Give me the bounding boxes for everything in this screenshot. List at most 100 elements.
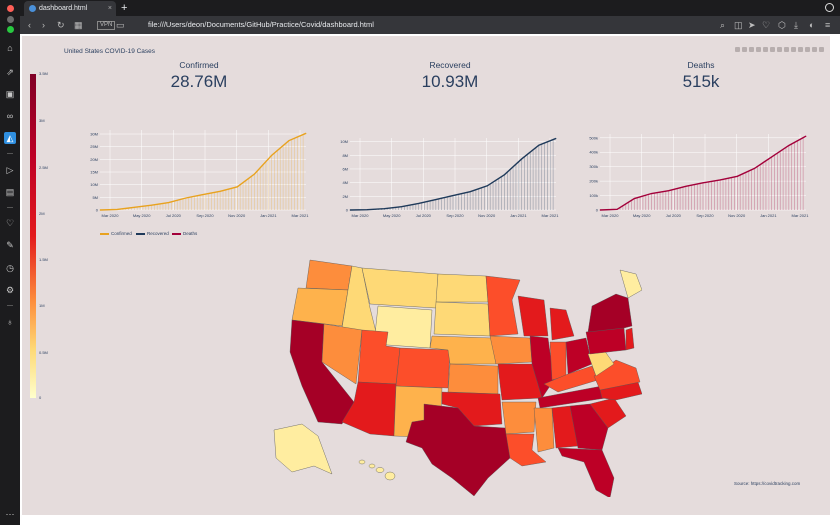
dashboard-title: United States COVID-19 Cases: [64, 48, 156, 55]
autoscale-icon[interactable]: [784, 47, 789, 52]
colorbar-tick: 2.5M: [39, 165, 48, 170]
zoom-window-button[interactable]: [7, 26, 14, 33]
zoom-icon[interactable]: [742, 47, 747, 52]
new-tab-button[interactable]: +: [121, 2, 128, 14]
send-icon[interactable]: ➤: [748, 20, 756, 30]
home-icon[interactable]: ⌂: [7, 43, 13, 53]
browser-tab[interactable]: dashboard.html ×: [24, 1, 116, 16]
state-nevada[interactable]: [321, 323, 363, 385]
more-icon[interactable]: ⋯: [5, 509, 15, 519]
toggle-icon[interactable]: ◐: [809, 20, 815, 30]
lightbulb-icon[interactable]: ♁: [6, 317, 14, 327]
sidebar-divider: [7, 207, 13, 208]
reset-icon[interactable]: [791, 47, 796, 52]
tab-search-icon[interactable]: [825, 3, 834, 12]
plot-modebar[interactable]: [733, 39, 824, 57]
reload-icon[interactable]: ↻: [57, 20, 65, 30]
state-missouri[interactable]: [497, 363, 543, 401]
forward-icon[interactable]: ›: [42, 20, 45, 30]
bike-icon[interactable]: ∞: [6, 111, 14, 121]
data-point: [452, 195, 454, 196]
active-app-icon[interactable]: ◭: [4, 132, 16, 144]
minimize-window-button[interactable]: [7, 16, 14, 23]
state-pennsylvania[interactable]: [585, 327, 627, 355]
x-tick-label: Mar 2021: [542, 213, 560, 218]
search-icon[interactable]: ⌕: [720, 20, 726, 30]
state-wisconsin[interactable]: [517, 295, 549, 337]
plotly-logo-icon[interactable]: [819, 47, 824, 52]
rocket-icon[interactable]: ⇗: [6, 67, 14, 77]
spike-icon[interactable]: [798, 47, 803, 52]
state-kansas[interactable]: [447, 363, 499, 395]
hover-icon[interactable]: [805, 47, 810, 52]
state-new-jersey[interactable]: [625, 327, 635, 351]
state-mississippi[interactable]: [533, 407, 555, 453]
heart-icon[interactable]: ♡: [762, 20, 771, 30]
play-icon[interactable]: ▷: [6, 165, 14, 175]
x-tick-label: Sep 2020: [196, 213, 214, 218]
x-tick-label: Mar 2020: [602, 213, 620, 218]
state-south-dakota[interactable]: [433, 301, 491, 337]
browser-toolbar: ‹ › ↻ ▦ VPN ▭ file:///Users/deon/Documen…: [20, 16, 840, 34]
state-arizona[interactable]: [341, 381, 397, 437]
legend-confirmed[interactable]: Confirmed: [100, 231, 132, 236]
state-arkansas[interactable]: [501, 401, 537, 435]
state-north-dakota[interactable]: [435, 273, 489, 303]
state-hawaii[interactable]: [358, 459, 396, 481]
legend-swatch: [172, 232, 181, 235]
close-window-button[interactable]: [7, 5, 14, 12]
state-colorado[interactable]: [395, 347, 451, 389]
state-oregon[interactable]: [291, 287, 349, 327]
gamepad-icon[interactable]: ▣: [5, 89, 15, 99]
globe-icon: [29, 5, 36, 12]
compare-icon[interactable]: [812, 47, 817, 52]
wallet-icon[interactable]: ▤: [5, 187, 15, 197]
download-icon[interactable]: ⤓: [794, 20, 798, 30]
select-icon[interactable]: [756, 47, 761, 52]
state-michigan[interactable]: [549, 307, 575, 341]
y-tick-label: 6M: [342, 166, 348, 171]
legend-recovered[interactable]: Recovered: [136, 231, 169, 236]
pan-icon[interactable]: [749, 47, 754, 52]
state-new-york[interactable]: [587, 293, 633, 333]
state-florida[interactable]: [557, 447, 615, 497]
state-indiana[interactable]: [549, 341, 567, 381]
state-maine[interactable]: [619, 269, 642, 299]
settings-icon[interactable]: ⚙: [5, 285, 15, 295]
data-point: [668, 190, 670, 192]
data-point: [788, 145, 790, 146]
clock-icon[interactable]: ◷: [6, 263, 14, 273]
data-point: [616, 208, 618, 210]
vpn-badge[interactable]: VPN: [97, 21, 116, 30]
state-minnesota[interactable]: [485, 275, 521, 337]
state-texas[interactable]: [405, 403, 511, 497]
state-alaska[interactable]: [273, 423, 333, 475]
heart-sidebar-icon[interactable]: ♡: [5, 218, 15, 228]
y-tick-label: 0: [346, 208, 349, 213]
zoom-in-icon[interactable]: [770, 47, 775, 52]
lasso-icon[interactable]: [763, 47, 768, 52]
back-icon[interactable]: ‹: [28, 20, 31, 30]
state-south-carolina[interactable]: [589, 397, 627, 429]
x-tick-label: May 2020: [133, 213, 151, 218]
legend-swatch: [100, 232, 109, 235]
edit-icon[interactable]: ✎: [6, 240, 14, 250]
cube-icon[interactable]: ⬡: [778, 20, 786, 30]
state-louisiana[interactable]: [505, 433, 547, 467]
y-tick-label: 8M: [342, 153, 348, 158]
camera-icon[interactable]: ◫: [734, 20, 743, 30]
state-montana[interactable]: [361, 267, 439, 309]
zoom-out-icon[interactable]: [777, 47, 782, 52]
x-tick-label: Sep 2020: [696, 213, 714, 218]
tab-close-icon[interactable]: ×: [107, 5, 112, 12]
x-tick-label: Jul 2020: [416, 213, 432, 218]
data-point: [383, 208, 385, 210]
address-bar[interactable]: file:///Users/deon/Documents/GitHub/Prac…: [148, 20, 374, 29]
y-tick-label: 400k: [589, 150, 598, 155]
legend-deaths[interactable]: Deaths: [172, 231, 197, 236]
tiles-icon[interactable]: ▦: [74, 20, 83, 30]
camera-icon[interactable]: [735, 47, 740, 52]
state-washington[interactable]: [305, 259, 353, 291]
state-iowa[interactable]: [489, 335, 533, 365]
menu-icon[interactable]: ≡: [825, 20, 831, 30]
